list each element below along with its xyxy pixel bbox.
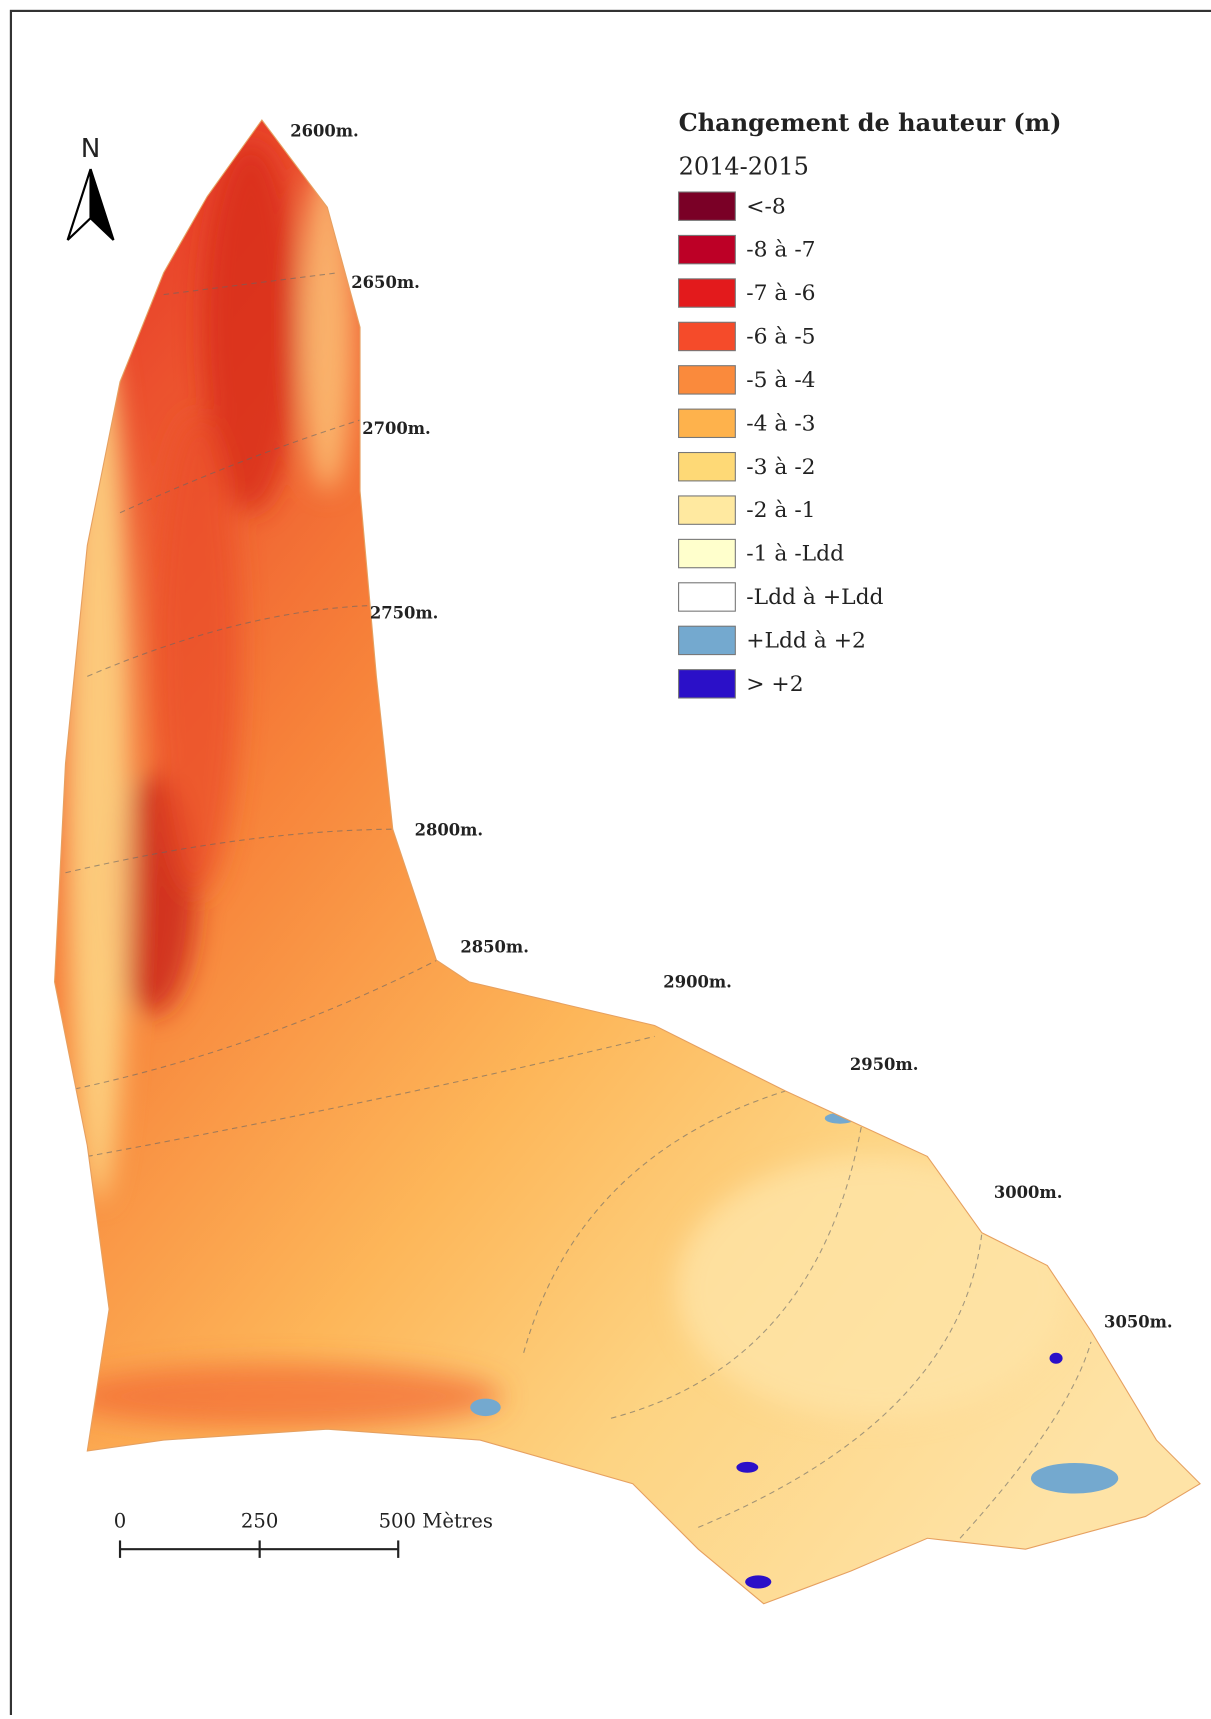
legend-label: -8 à -7 — [746, 238, 815, 263]
legend-label: -Ldd à +Ldd — [746, 585, 883, 610]
legend-label: +Ldd à +2 — [746, 628, 866, 653]
scale-label: 500 Mètres — [379, 1509, 493, 1532]
legend-swatch — [679, 322, 736, 350]
legend-label: -3 à -2 — [746, 455, 815, 480]
blue-patch — [736, 1462, 758, 1473]
blue-patch — [1031, 1463, 1118, 1494]
legend-swatch — [679, 409, 736, 437]
contour-label: 2600m. — [290, 121, 359, 140]
legend-label: -6 à -5 — [746, 325, 815, 350]
legend-swatch — [679, 235, 736, 263]
legend-swatch — [679, 279, 736, 307]
contour-label: 2700m. — [362, 419, 431, 438]
north-arrow: N — [68, 134, 114, 240]
contour-label: 2650m. — [351, 273, 420, 292]
legend-swatch — [679, 626, 736, 654]
legend-swatch — [679, 192, 736, 220]
contour-label: 2800m. — [415, 821, 484, 840]
page: 2600m. 2650m. 2700m. 2750m. 2800m. 2850m. 2900… — [0, 0, 1211, 1715]
scale-label: 0 — [114, 1509, 127, 1532]
blue-patch — [745, 1575, 771, 1588]
legend-label: -2 à -1 — [746, 498, 815, 523]
legend-title: Changement de hauteur (m) — [679, 108, 1062, 137]
north-arrow-left — [68, 169, 91, 240]
legend-swatch — [679, 366, 736, 394]
contour-label: 2850m. — [460, 937, 529, 956]
legend-swatch — [679, 583, 736, 611]
map: 2600m. 2650m. 2700m. 2750m. 2800m. 2850m. 2900… — [0, 0, 1211, 1715]
contour-label: 3050m. — [1104, 1313, 1173, 1332]
glacier — [0, 0, 1211, 1715]
legend-label: -5 à -4 — [746, 368, 815, 393]
legend-swatch — [679, 496, 736, 524]
legend-label: > +2 — [746, 672, 803, 697]
north-arrow-right — [91, 169, 114, 240]
legend-subtitle: 2014-2015 — [679, 153, 809, 181]
legend-swatch — [679, 453, 736, 481]
contour-label: 3000m. — [994, 1183, 1063, 1202]
scale-label: 250 — [241, 1509, 278, 1532]
contour-label: 2950m. — [850, 1055, 919, 1074]
contour-label: 2900m. — [663, 972, 732, 991]
scale-bar: 0 250 500 Mètres — [114, 1509, 493, 1558]
contour-label: 2750m. — [370, 604, 439, 623]
blue-patch — [825, 1113, 856, 1124]
legend-label: -4 à -3 — [746, 411, 815, 436]
legend-label: <-8 — [746, 194, 786, 219]
legend: Changement de hauteur (m) 2014-2015 <-8 -… — [679, 108, 1062, 698]
legend-label: -1 à -Ldd — [746, 542, 844, 567]
north-label: N — [81, 134, 101, 164]
legend-label: -7 à -6 — [746, 281, 815, 306]
legend-swatch — [679, 670, 736, 698]
blue-patch — [470, 1399, 501, 1416]
blue-patch — [1050, 1353, 1063, 1364]
legend-swatch — [679, 539, 736, 567]
